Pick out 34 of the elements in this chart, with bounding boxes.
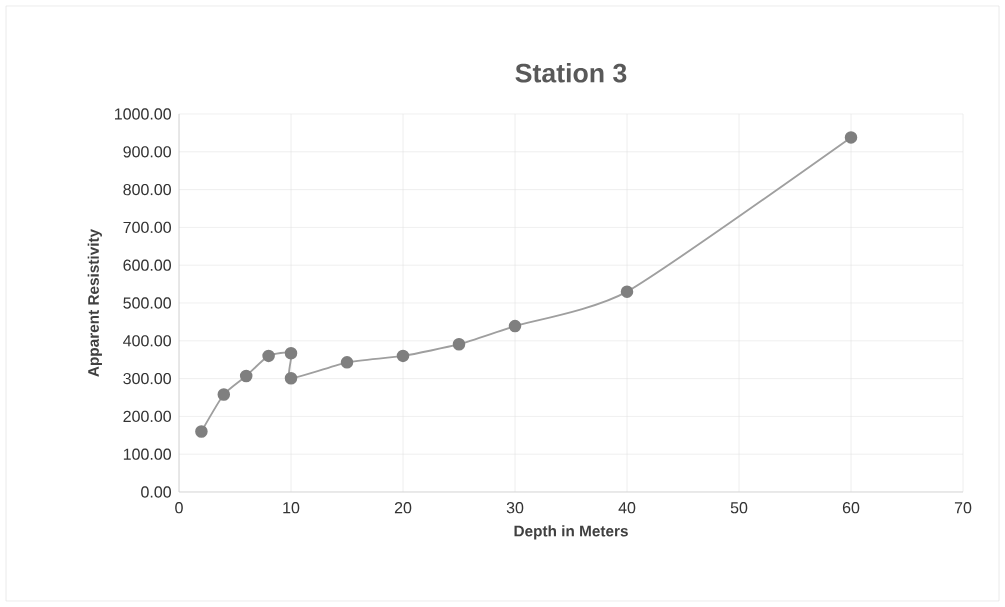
- y-tick-label: 300.00: [123, 372, 171, 385]
- y-tick-label: 100.00: [123, 448, 171, 460]
- point: [396, 349, 410, 363]
- point: [284, 347, 298, 360]
- point: [620, 285, 634, 298]
- point: [508, 319, 522, 333]
- point: [195, 425, 208, 438]
- y-axis-title: Apparent Resistivity: [87, 228, 102, 377]
- x-tick-label: 50: [730, 502, 748, 514]
- x-tick-label: 20: [394, 502, 412, 514]
- point: [284, 371, 298, 385]
- y-tick-label: 700.00: [123, 221, 171, 234]
- x-tick-label: 0: [175, 502, 183, 514]
- point: [239, 369, 253, 383]
- point: [844, 131, 858, 144]
- x-tick-label: 10: [283, 502, 300, 514]
- point: [262, 349, 275, 363]
- y-tick-label: 600.00: [123, 259, 171, 271]
- x-tick-label: 30: [506, 502, 524, 514]
- x-tick-label: 70: [954, 502, 972, 514]
- point: [340, 356, 354, 369]
- y-tick-label: 500.00: [123, 297, 171, 309]
- y-tick-label: 1000.00: [115, 108, 171, 120]
- x-tick-label: 60: [842, 502, 860, 514]
- y-tick-label: 800.00: [123, 183, 171, 196]
- point: [217, 388, 231, 401]
- point: [452, 337, 466, 351]
- y-tick-label: 400.00: [123, 335, 171, 347]
- x-tick-label: 40: [618, 502, 636, 514]
- y-tick-label: 0.00: [141, 486, 172, 498]
- chart-title: Station 3: [515, 63, 627, 83]
- y-tick-label: 200.00: [123, 410, 171, 423]
- x-axis-title: Depth in Meters: [514, 525, 628, 540]
- y-tick-label: 900.00: [123, 146, 171, 158]
